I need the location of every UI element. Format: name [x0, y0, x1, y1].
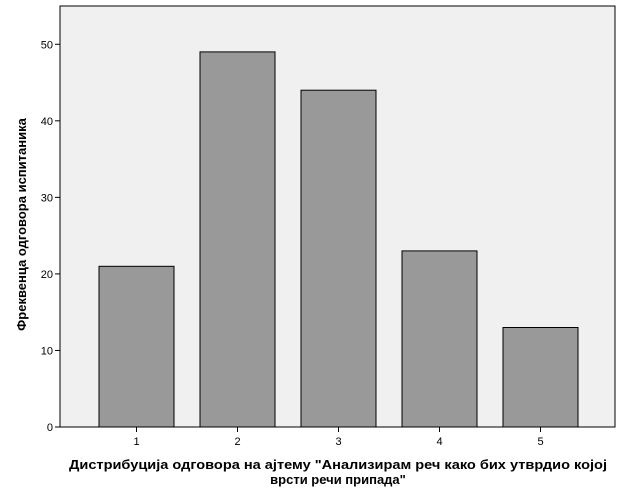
x-axis: 1 2 3 4 5 — [133, 427, 544, 448]
x-axis-title-line-2: врсти речи припада" — [270, 472, 406, 487]
y-axis-title: Фреквенца одговора испитаника — [14, 117, 29, 330]
bar-3 — [300, 89, 377, 428]
y-tick-label-40: 40 — [41, 116, 53, 128]
x-tick-label-5: 5 — [537, 436, 543, 448]
y-tick-label-0: 0 — [47, 422, 53, 434]
y-tick-label-20: 20 — [41, 269, 53, 281]
y-axis: 0 10 20 30 40 50 — [41, 39, 60, 434]
bar-4 — [401, 250, 478, 428]
y-tick-label-10: 10 — [41, 345, 53, 357]
x-tick-label-1: 1 — [133, 436, 139, 448]
x-tick-label-3: 3 — [335, 436, 341, 448]
bar-1 — [98, 265, 175, 428]
bar-5 — [502, 327, 579, 428]
y-tick-label-50: 50 — [41, 39, 53, 51]
y-tick-label-30: 30 — [41, 192, 53, 204]
x-tick-label-4: 4 — [436, 436, 442, 448]
bars-group — [98, 51, 579, 428]
x-axis-title-line-1: Дистрибуција одговора на ајтему "Анализи… — [69, 457, 607, 472]
bar-2 — [199, 51, 276, 428]
x-tick-label-2: 2 — [234, 436, 240, 448]
